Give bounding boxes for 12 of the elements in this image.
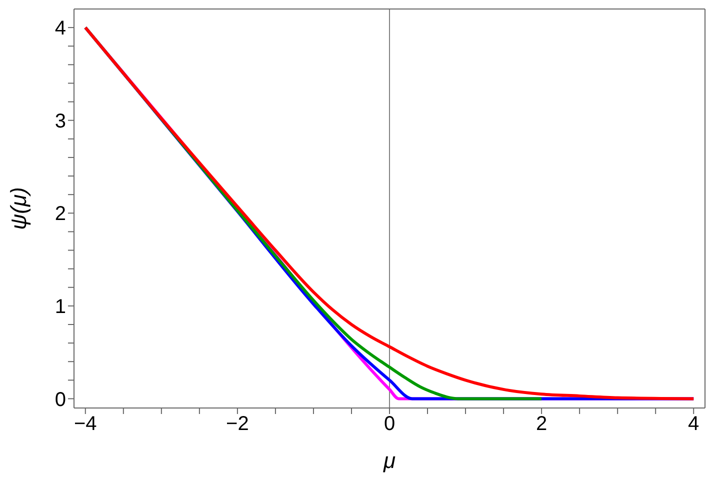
y-axis-title: ψ(μ) <box>6 187 31 230</box>
x-tick-label: 0 <box>384 413 396 436</box>
y-tick-label: 1 <box>54 296 66 318</box>
y-tick-label: 4 <box>54 18 66 40</box>
y-tick-label: 3 <box>54 110 66 132</box>
y-tick-label: 2 <box>54 203 66 226</box>
x-tick-label: 4 <box>688 413 700 436</box>
x-tick-label: −4 <box>74 413 97 436</box>
y-tick-label: 0 <box>54 388 66 411</box>
x-axis-title: μ <box>382 448 396 473</box>
x-tick-label: −2 <box>226 413 249 436</box>
x-tick-label: 2 <box>536 413 548 436</box>
